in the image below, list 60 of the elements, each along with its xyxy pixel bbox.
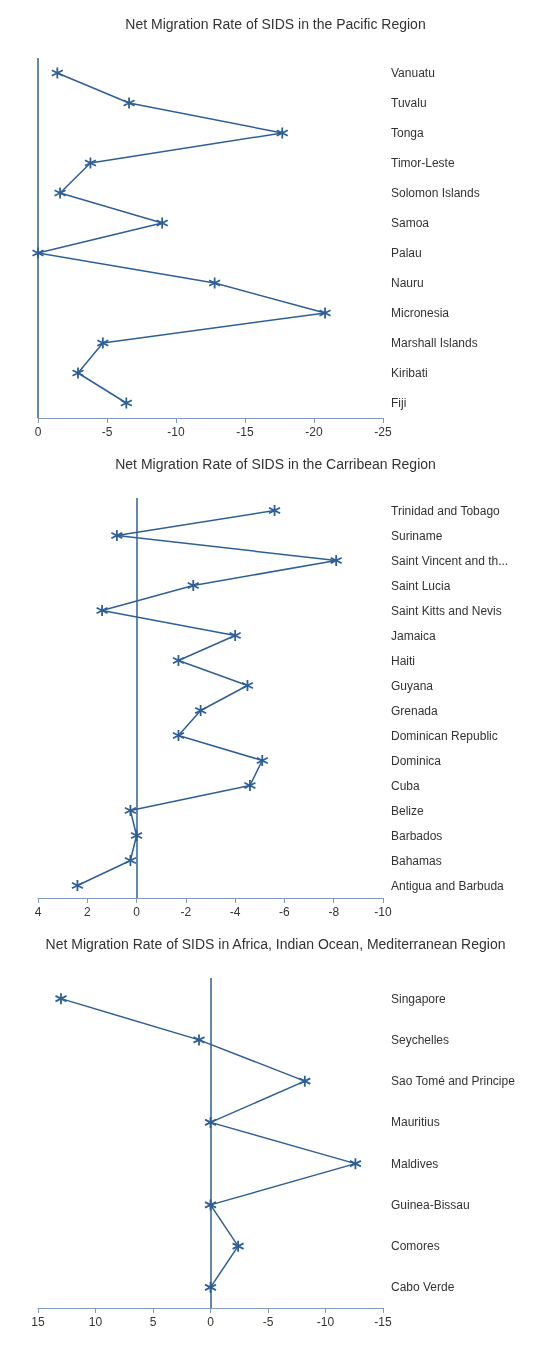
x-tick-label: 5 [149, 1315, 157, 1329]
y-tick-label: Dominican Republic [391, 728, 498, 743]
y-tick-label: Saint Lucia [391, 578, 451, 593]
y-tick-label: Comores [391, 1239, 440, 1254]
y-tick-label: Palau [391, 246, 422, 260]
y-tick-label: Sao Tomé and Principe [391, 1074, 516, 1089]
x-tick-label: -4 [229, 905, 241, 919]
x-tick-label: 10 [88, 1315, 103, 1329]
y-tick-label: Bahamas [391, 853, 442, 868]
x-tick-label: -10 [374, 905, 392, 919]
y-tick-label: Tuvalu [391, 96, 427, 110]
y-tick-label: Cuba [391, 778, 421, 793]
y-tick-label: Vanuatu [391, 66, 435, 80]
x-tick-label: -6 [279, 905, 291, 919]
y-tick-label: Trinidad and Tobago [391, 503, 501, 518]
y-tick-label: Haiti [391, 653, 416, 668]
x-tick-label: -15 [374, 1315, 392, 1329]
x-tick-label: -20 [305, 425, 323, 439]
y-tick-label: Tonga [391, 126, 425, 140]
y-tick-label: Grenada [391, 703, 439, 718]
y-tick-label: Singapore [391, 991, 447, 1006]
chart-title: Net Migration Rate of SIDS in the Pacific Region [125, 16, 426, 32]
y-tick-label: Belize [391, 803, 425, 818]
y-tick-label: Timor-Leste [391, 156, 455, 170]
chart-title: Net Migration Rate of SIDS in the Carribean Region [115, 456, 436, 472]
x-tick-label: -5 [101, 425, 113, 439]
y-tick-label: Suriname [391, 528, 443, 543]
chart-title: Net Migration Rate of SIDS in Africa, Indian Ocean, Mediterranean Region [45, 936, 506, 952]
y-tick-label: Marshall Islands [391, 336, 478, 350]
x-tick-label: -5 [262, 1315, 274, 1329]
x-tick-label: -15 [236, 425, 254, 439]
y-tick-label: Barbados [391, 828, 443, 843]
x-tick-label: 2 [83, 905, 91, 919]
y-tick-label: Saint Kitts and Nevis [391, 603, 502, 618]
x-tick-label: 4 [34, 905, 42, 919]
x-tick-label: -25 [374, 425, 392, 439]
x-tick-label: -10 [316, 1315, 335, 1329]
x-tick-label: -8 [328, 905, 340, 919]
y-tick-label: Saint Vincent and th... [391, 553, 509, 568]
y-tick-label: Solomon Islands [391, 186, 480, 200]
y-tick-label: Fiji [391, 396, 407, 410]
y-tick-label: Seychelles [391, 1032, 450, 1047]
y-tick-label: Kiribati [391, 366, 428, 380]
y-tick-label: Jamaica [391, 628, 437, 643]
y-tick-label: Dominica [391, 753, 442, 768]
y-tick-label: Nauru [391, 276, 424, 290]
x-tick-label: -2 [180, 905, 192, 919]
y-tick-label: Cabo Verde [391, 1280, 455, 1295]
x-tick-label: 0 [207, 1315, 215, 1329]
y-tick-label: Guyana [391, 678, 434, 693]
x-tick-label: -10 [167, 425, 185, 439]
y-tick-label: Guinea-Bissau [391, 1197, 470, 1212]
y-tick-label: Mauritius [391, 1115, 440, 1130]
x-tick-label: 0 [133, 905, 141, 919]
x-tick-label: 0 [34, 425, 42, 439]
y-tick-label: Samoa [391, 216, 430, 230]
y-tick-label: Micronesia [391, 306, 450, 320]
y-tick-label: Antigua and Barbuda [391, 878, 505, 893]
x-tick-label: 15 [31, 1315, 45, 1329]
y-tick-label: Maldives [391, 1156, 439, 1171]
